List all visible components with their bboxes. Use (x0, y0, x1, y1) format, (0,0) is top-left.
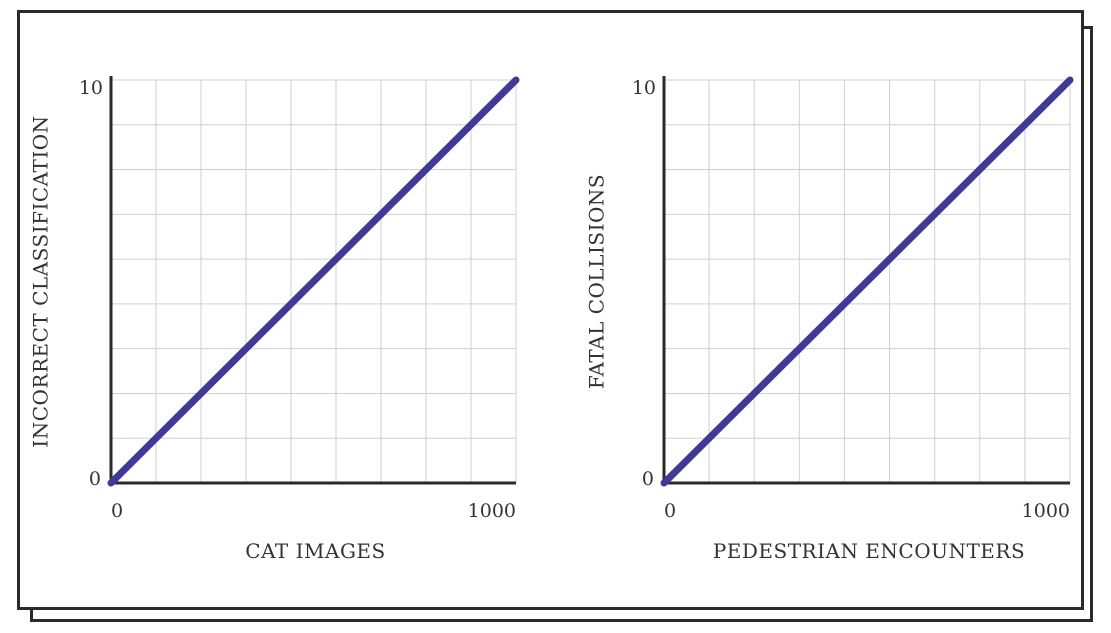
chart-1-x-tick-min: 0 (111, 500, 123, 522)
chart-1-x-tick-max: 1000 (468, 500, 516, 522)
chart-2-x-tick-max: 1000 (1022, 500, 1070, 522)
chart-1-x-axis-title: CAT IMAGES (245, 539, 385, 563)
chart-1-y-axis-title: INCORRECT CLASSIFICATION (29, 115, 53, 447)
chart-2-x-tick-min: 0 (664, 500, 676, 522)
chart-1-y-tick-min: 0 (89, 468, 101, 490)
chart-1: 10 0 0 1000 CAT IMAGES INCORRECT CLASSIF… (29, 76, 520, 563)
chart-2: 10 0 0 1000 PEDESTRIAN ENCOUNTERS FATAL … (585, 76, 1074, 563)
chart-2-y-tick-min: 0 (642, 468, 654, 490)
card (17, 10, 1084, 610)
chart-1-y-tick-max: 10 (79, 77, 103, 99)
chart-2-series-line (660, 76, 1074, 487)
chart-1-series-line (107, 76, 520, 487)
chart-2-y-tick-max: 10 (632, 77, 656, 99)
chart-2-y-axis-title: FATAL COLLISIONS (585, 174, 609, 389)
chart-1-grid (111, 79, 517, 483)
chart-2-grid (664, 79, 1071, 483)
chart-2-x-axis-title: PEDESTRIAN ENCOUNTERS (713, 539, 1025, 563)
